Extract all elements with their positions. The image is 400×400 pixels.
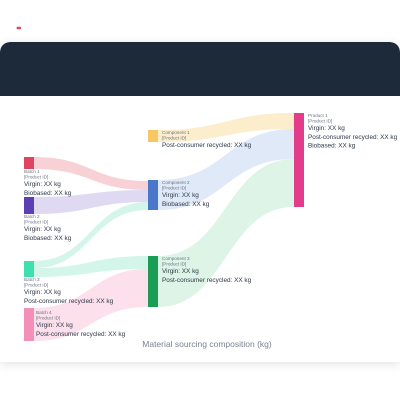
page-title: Sourcing composition (38, 62, 181, 77)
flow-link-component3-to-product1[interactable] (158, 159, 294, 307)
batch1-product-id: [Product ID] (24, 175, 48, 180)
flow-links (34, 113, 294, 341)
flow-link-component1-to-product1[interactable] (158, 113, 294, 142)
batch4-composition-line: Virgin: XX kg (36, 322, 73, 329)
node-labels: Batch 1[Product ID]Virgin: XX kgBiobased… (24, 113, 398, 338)
top-bar (0, 42, 400, 96)
flow-link-component2-to-product1[interactable] (158, 129, 294, 210)
flow-link-batch2-to-component2[interactable] (34, 190, 148, 214)
batch1-composition-line: Virgin: XX kg (24, 181, 61, 188)
component2-name: Component 2 (162, 180, 190, 185)
product1-composition-line: Post-consumer recycled: XX kg (308, 134, 398, 141)
component1-node[interactable] (148, 130, 158, 142)
component3-node[interactable] (148, 256, 158, 307)
batch1-name: Batch 1 (24, 169, 40, 174)
brand-name: CIRCULARISE (39, 22, 122, 34)
product1-composition-line: Virgin: XX kg (308, 125, 345, 132)
component2-composition-line: Biobased: XX kg (162, 201, 210, 208)
flow-link-batch1-to-component2[interactable] (34, 157, 148, 190)
batch2-node[interactable] (24, 197, 34, 214)
batch2-product-id: [Product ID] (24, 220, 48, 225)
flow-link-batch3-to-component3[interactable] (34, 256, 148, 277)
batch2-composition-line: Biobased: XX kg (24, 235, 72, 242)
component3-name: Component 3 (162, 256, 190, 261)
product1-product-id: [Product ID] (308, 119, 332, 124)
section-heading: Sourcing composition (18, 62, 181, 77)
batch3-product-id: [Product ID] (24, 283, 48, 288)
component3-product-id: [Product ID] (162, 262, 186, 267)
batch1-composition-line: Biobased: XX kg (24, 190, 72, 197)
batch4-composition-line: Post-consumer recycled: XX kg (36, 331, 126, 338)
batch4-name: Batch 4 (36, 310, 52, 315)
chart-caption: Material sourcing composition (kg) (142, 339, 272, 349)
batch3-node[interactable] (24, 261, 34, 277)
lock-icon (18, 62, 31, 77)
circularise-logo-icon (16, 20, 33, 36)
batch1-node[interactable] (24, 157, 34, 169)
component2-composition-line: Virgin: XX kg (162, 192, 199, 199)
brand-logo[interactable]: CIRCULARISE (16, 19, 122, 37)
component2-product-id: [Product ID] (162, 186, 186, 191)
component2-node[interactable] (148, 180, 158, 210)
flow-link-batch3-to-component2[interactable] (34, 202, 148, 268)
product1-name: Product 1 (308, 113, 328, 118)
component3-composition-line: Post-consumer recycled: XX kg (162, 277, 252, 284)
batch2-name: Batch 2 (24, 214, 40, 219)
batch3-name: Batch 3 (24, 277, 40, 282)
batch3-composition-line: Virgin: XX kg (24, 289, 61, 296)
product1-node[interactable] (294, 113, 304, 207)
component1-composition-line: Post-consumer recycled: XX kg (162, 142, 252, 149)
batch3-composition-line: Post-consumer recycled: XX kg (24, 298, 114, 305)
batch2-composition-line: Virgin: XX kg (24, 226, 61, 233)
batch4-product-id: [Product ID] (36, 316, 60, 321)
component1-product-id: [Product ID] (162, 136, 186, 141)
flow-link-batch4-to-component3[interactable] (34, 269, 148, 341)
flow-nodes (24, 113, 304, 341)
batch4-node[interactable] (24, 308, 34, 341)
product1-composition-line: Biobased: XX kg (308, 143, 356, 150)
component3-composition-line: Virgin: XX kg (162, 268, 199, 275)
component1-name: Component 1 (162, 130, 190, 135)
